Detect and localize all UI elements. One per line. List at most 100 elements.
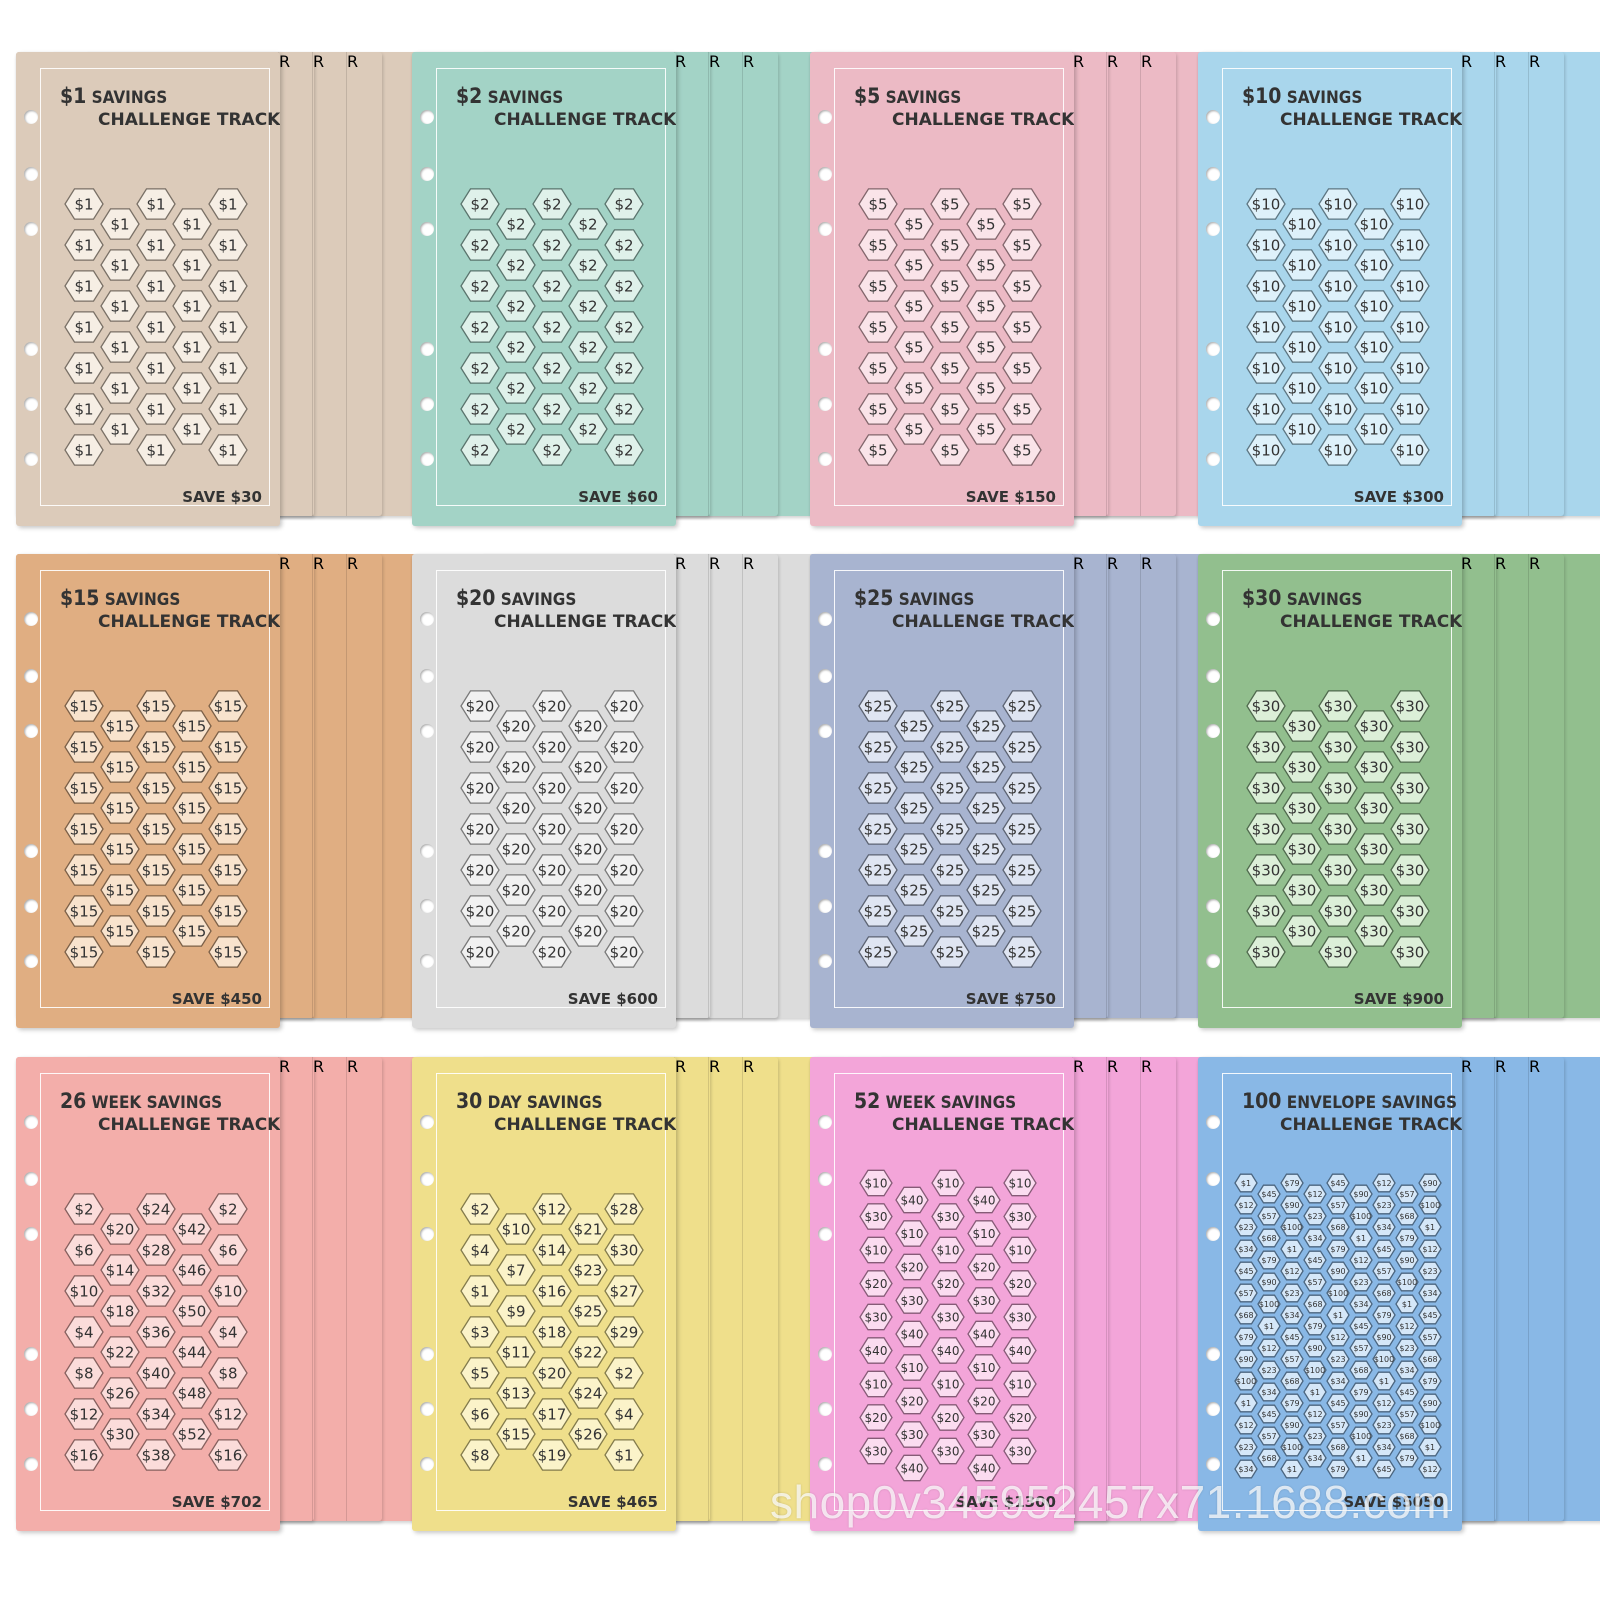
savings-hexagon[interactable]: [1246, 229, 1286, 261]
savings-hexagon[interactable]: [100, 1377, 140, 1409]
savings-hexagon[interactable]: [460, 690, 500, 722]
savings-hexagon[interactable]: [100, 1213, 140, 1245]
savings-hexagon[interactable]: [967, 1220, 1001, 1247]
savings-hexagon[interactable]: [966, 792, 1006, 824]
savings-hexagon[interactable]: [1418, 1459, 1442, 1479]
savings-hexagon[interactable]: [895, 1186, 929, 1214]
savings-hexagon[interactable]: [1246, 393, 1286, 425]
savings-hexagon[interactable]: [496, 833, 536, 865]
savings-hexagon[interactable]: [568, 331, 608, 363]
savings-hexagon[interactable]: [858, 813, 898, 845]
savings-hexagon[interactable]: [1390, 772, 1430, 804]
savings-hexagon[interactable]: [1395, 1316, 1419, 1336]
savings-hexagon[interactable]: [136, 813, 176, 845]
savings-hexagon[interactable]: [1318, 270, 1358, 302]
savings-hexagon[interactable]: [568, 290, 608, 322]
savings-hexagon[interactable]: [858, 936, 898, 968]
savings-hexagon[interactable]: [532, 393, 572, 425]
savings-hexagon[interactable]: [1246, 854, 1286, 886]
savings-hexagon[interactable]: [1002, 311, 1042, 343]
savings-hexagon[interactable]: [136, 1193, 176, 1225]
savings-hexagon[interactable]: [930, 772, 970, 804]
savings-hexagon[interactable]: [532, 813, 572, 845]
savings-hexagon[interactable]: [172, 710, 212, 742]
savings-hexagon[interactable]: [894, 751, 934, 783]
savings-hexagon[interactable]: [1349, 1448, 1373, 1468]
savings-hexagon[interactable]: [604, 1398, 644, 1430]
savings-hexagon[interactable]: [460, 1193, 500, 1225]
savings-hexagon[interactable]: [64, 1439, 104, 1471]
savings-hexagon[interactable]: [1372, 1393, 1396, 1413]
savings-hexagon[interactable]: [1257, 1228, 1281, 1248]
savings-hexagon[interactable]: [568, 413, 608, 445]
savings-hexagon[interactable]: [1395, 1206, 1419, 1226]
savings-hexagon[interactable]: [1354, 249, 1394, 281]
savings-hexagon[interactable]: [1318, 813, 1358, 845]
savings-hexagon[interactable]: [1280, 1239, 1304, 1259]
savings-hexagon[interactable]: [64, 352, 104, 384]
savings-hexagon[interactable]: [136, 352, 176, 384]
savings-hexagon[interactable]: [1303, 1294, 1327, 1314]
savings-hexagon[interactable]: [1395, 1294, 1419, 1314]
savings-hexagon[interactable]: [100, 1295, 140, 1327]
savings-hexagon[interactable]: [1303, 1360, 1327, 1380]
savings-hexagon[interactable]: [604, 1439, 644, 1471]
savings-hexagon[interactable]: [894, 413, 934, 445]
savings-hexagon[interactable]: [1280, 1305, 1304, 1325]
savings-hexagon[interactable]: [1326, 1283, 1350, 1303]
savings-hexagon[interactable]: [967, 1454, 1001, 1482]
savings-hexagon[interactable]: [930, 311, 970, 343]
savings-hexagon[interactable]: [460, 188, 500, 220]
savings-hexagon[interactable]: [1349, 1316, 1373, 1336]
savings-hexagon[interactable]: [894, 710, 934, 742]
savings-hexagon[interactable]: [496, 874, 536, 906]
savings-hexagon[interactable]: [859, 1370, 893, 1398]
savings-hexagon[interactable]: [1280, 1459, 1304, 1479]
savings-hexagon[interactable]: [1257, 1184, 1281, 1204]
savings-hexagon[interactable]: [64, 854, 104, 886]
savings-hexagon[interactable]: [460, 393, 500, 425]
savings-hexagon[interactable]: [496, 1254, 536, 1286]
savings-hexagon[interactable]: [568, 915, 608, 947]
savings-hexagon[interactable]: [460, 936, 500, 968]
savings-hexagon[interactable]: [1257, 1250, 1281, 1270]
savings-hexagon[interactable]: [1418, 1173, 1442, 1193]
savings-hexagon[interactable]: [172, 1377, 212, 1409]
savings-hexagon[interactable]: [930, 270, 970, 302]
savings-hexagon[interactable]: [931, 1169, 965, 1197]
savings-hexagon[interactable]: [460, 1234, 500, 1266]
savings-hexagon[interactable]: [208, 895, 248, 927]
savings-hexagon[interactable]: [895, 1354, 929, 1381]
savings-hexagon[interactable]: [1349, 1184, 1373, 1204]
savings-hexagon[interactable]: [1246, 311, 1286, 343]
savings-hexagon[interactable]: [1282, 290, 1322, 322]
savings-hexagon[interactable]: [1372, 1173, 1396, 1193]
savings-hexagon[interactable]: [1372, 1261, 1396, 1281]
savings-hexagon[interactable]: [496, 331, 536, 363]
savings-hexagon[interactable]: [136, 690, 176, 722]
savings-hexagon[interactable]: [1282, 710, 1322, 742]
savings-hexagon[interactable]: [64, 1275, 104, 1307]
savings-hexagon[interactable]: [64, 311, 104, 343]
savings-hexagon[interactable]: [1372, 1371, 1396, 1391]
savings-hexagon[interactable]: [895, 1320, 929, 1348]
savings-hexagon[interactable]: [532, 690, 572, 722]
savings-hexagon[interactable]: [1303, 1338, 1327, 1358]
savings-hexagon[interactable]: [1257, 1294, 1281, 1314]
savings-hexagon[interactable]: [1354, 874, 1394, 906]
savings-hexagon[interactable]: [1002, 188, 1042, 220]
savings-hexagon[interactable]: [1280, 1371, 1304, 1391]
savings-hexagon[interactable]: [136, 1398, 176, 1430]
savings-hexagon[interactable]: [100, 413, 140, 445]
savings-hexagon[interactable]: [136, 854, 176, 886]
savings-hexagon[interactable]: [64, 690, 104, 722]
savings-hexagon[interactable]: [930, 352, 970, 384]
savings-hexagon[interactable]: [64, 434, 104, 466]
savings-hexagon[interactable]: [1354, 833, 1394, 865]
savings-hexagon[interactable]: [1395, 1228, 1419, 1248]
savings-hexagon[interactable]: [859, 1337, 893, 1364]
savings-hexagon[interactable]: [894, 915, 934, 947]
savings-hexagon[interactable]: [1002, 229, 1042, 261]
savings-hexagon[interactable]: [1418, 1415, 1442, 1435]
savings-hexagon[interactable]: [1257, 1426, 1281, 1446]
